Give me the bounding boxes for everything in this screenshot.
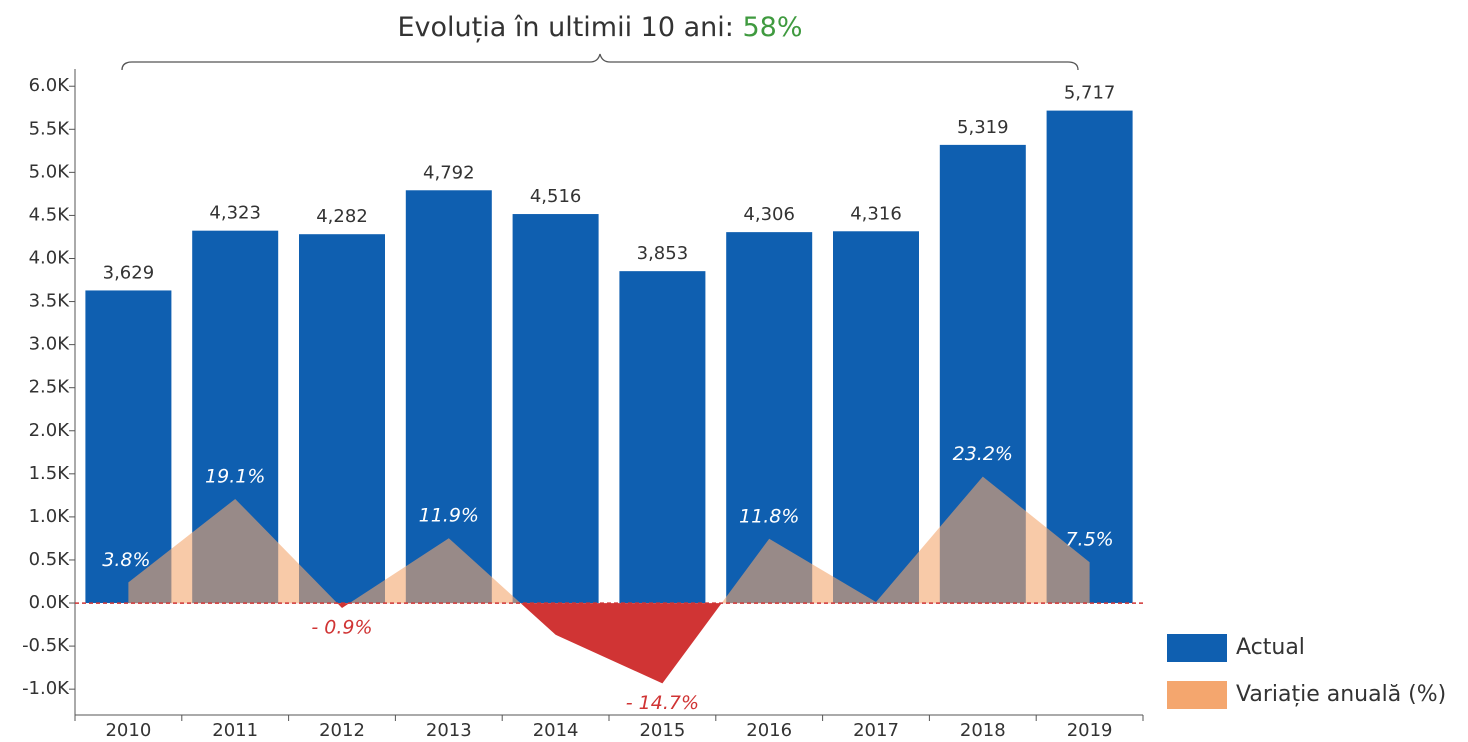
y-tick-label: 6.0K	[29, 75, 71, 96]
area-label: 23.2%	[953, 443, 1013, 465]
area-label: - 0.9%	[311, 617, 372, 639]
y-tick-label: 4.0K	[29, 247, 71, 268]
title-text: Evoluția în ultimii 10 ani:	[398, 12, 734, 43]
area-label: 19.1%	[205, 465, 265, 487]
x-tick-label: 2012	[319, 720, 365, 741]
area-label: - 14.7%	[626, 692, 699, 714]
bar-label: 4,323	[209, 203, 261, 224]
area-label: 7.5%	[1065, 529, 1113, 551]
area-label: 11.8%	[739, 505, 799, 527]
y-tick-label: 3.5K	[29, 291, 71, 312]
y-tick-label: 0.0K	[29, 592, 71, 613]
y-tick-label: 1.0K	[29, 506, 71, 527]
y-tick-label: -1.0K	[22, 678, 70, 699]
bar-label: 4,306	[743, 204, 795, 225]
legend-swatch	[1167, 681, 1227, 709]
legend-swatch	[1167, 634, 1227, 662]
bar-label: 4,282	[316, 206, 368, 227]
y-tick-label: 2.5K	[29, 377, 71, 398]
x-tick-label: 2015	[639, 720, 685, 741]
bar-label: 4,792	[423, 162, 475, 183]
bar-label: 3,853	[637, 243, 689, 264]
y-tick-label: 2.0K	[29, 420, 71, 441]
bar	[405, 190, 492, 604]
bar	[299, 234, 385, 604]
bar-label: 5,319	[957, 117, 1009, 138]
bar-label: 5,717	[1064, 83, 1116, 104]
y-tick-label: 1.5K	[29, 463, 71, 484]
y-tick-label: 5.5K	[29, 118, 71, 139]
legend-label: Variație anuală (%)	[1236, 682, 1446, 707]
x-tick-label: 2010	[105, 720, 151, 741]
x-tick-label: 2014	[533, 720, 579, 741]
legend-label: Actual	[1236, 635, 1305, 660]
y-tick-label: 5.0K	[29, 161, 71, 182]
bar-label: 3,629	[103, 262, 155, 283]
x-tick-label: 2019	[1067, 720, 1113, 741]
bar-label: 4,516	[530, 186, 582, 207]
bar	[1046, 110, 1133, 604]
x-tick-label: 2018	[960, 720, 1006, 741]
x-tick-label: 2016	[746, 720, 792, 741]
y-tick-label: 0.5K	[29, 549, 71, 570]
bar	[512, 214, 599, 604]
y-tick-label: 3.0K	[29, 334, 71, 355]
y-tick-label: 4.5K	[29, 204, 71, 225]
chart-title: Evoluția în ultimii 10 ani: 58%	[398, 12, 803, 43]
x-tick-label: 2017	[853, 720, 899, 741]
brace	[121, 53, 1079, 71]
area-label: 11.9%	[419, 505, 479, 527]
bar	[85, 290, 172, 604]
bar	[619, 271, 706, 604]
title-value: 58%	[742, 12, 802, 43]
area	[128, 476, 1090, 684]
y-tick-label: -0.5K	[22, 635, 70, 656]
x-tick-label: 2011	[212, 720, 258, 741]
x-tick-label: 2013	[426, 720, 472, 741]
bar	[833, 231, 919, 604]
bar-label: 4,316	[850, 203, 902, 224]
area-label: 3.8%	[102, 549, 150, 571]
